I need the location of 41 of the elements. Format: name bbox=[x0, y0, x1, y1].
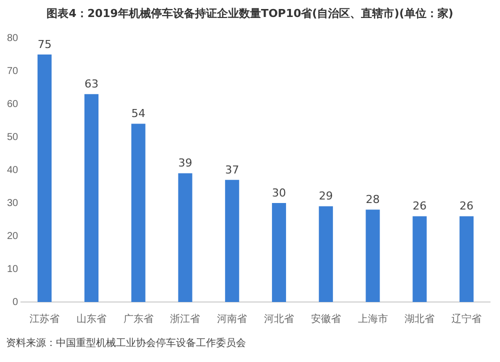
x-tick-label: 广东省 bbox=[123, 312, 154, 325]
data-label: 26 bbox=[460, 200, 474, 213]
y-tick-label: 0 bbox=[12, 296, 19, 308]
y-tick-label: 40 bbox=[7, 164, 19, 176]
y-tick-label: 50 bbox=[7, 132, 19, 143]
y-tick-label: 70 bbox=[7, 66, 19, 77]
y-tick-label: 80 bbox=[7, 32, 19, 44]
data-label: 26 bbox=[412, 200, 427, 213]
data-label: 37 bbox=[225, 163, 240, 176]
text: 资料来源：中国重型机械工业协会停车设备工作委员会 bbox=[6, 336, 246, 350]
data-label: 29 bbox=[318, 190, 333, 203]
bar bbox=[84, 94, 98, 302]
y-tick-label: 10 bbox=[7, 264, 19, 275]
bar bbox=[460, 216, 474, 302]
x-tick-label: 河南省 bbox=[217, 312, 248, 325]
y-tick-label: 60 bbox=[7, 98, 19, 110]
x-tick-label: 山东省 bbox=[76, 312, 106, 325]
x-tick-label: 上海市 bbox=[358, 312, 388, 325]
x-tick-label: 河北省 bbox=[264, 312, 294, 325]
bar bbox=[272, 203, 286, 302]
x-tick-label: 安徽省 bbox=[310, 312, 341, 325]
x-tick-label: 江苏省 bbox=[30, 312, 60, 325]
data-label: 30 bbox=[272, 186, 286, 200]
bar bbox=[318, 206, 333, 302]
data-label: 39 bbox=[178, 156, 192, 170]
data-label: 63 bbox=[84, 77, 98, 90]
y-tick-label: 30 bbox=[7, 198, 19, 209]
bar bbox=[366, 210, 380, 302]
data-label: 54 bbox=[131, 107, 146, 120]
x-tick-label: 浙江省 bbox=[170, 312, 200, 325]
data-label: 28 bbox=[366, 192, 380, 206]
y-tick-label: 20 bbox=[7, 230, 19, 242]
x-tick-label: 湖北省 bbox=[404, 312, 435, 325]
bar bbox=[412, 216, 427, 302]
bar bbox=[131, 124, 146, 302]
x-tick-label: 辽宁省 bbox=[452, 312, 482, 325]
data-label: 75 bbox=[38, 38, 52, 51]
bar bbox=[225, 180, 240, 302]
bar bbox=[38, 54, 52, 302]
chart-title: 图表4：2019年机械停车设备持证企业数量TOP10省(自治区、直辖市)(单位：家) bbox=[46, 6, 454, 21]
bar bbox=[178, 173, 192, 302]
